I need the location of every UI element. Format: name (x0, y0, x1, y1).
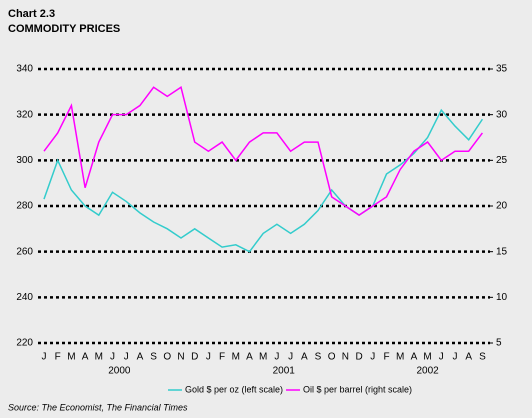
x-tick-label: F (383, 352, 389, 363)
x-tick-label: A (137, 352, 144, 363)
x-tick-label: S (315, 352, 322, 363)
y-tick-label: 220 (16, 338, 33, 349)
x-tick-label: J (124, 352, 129, 363)
x-tick-label: A (411, 352, 418, 363)
x-tick-label: A (246, 352, 253, 363)
x-tick-label: F (55, 352, 61, 363)
source: Source: The Economist, The Financial Tim… (8, 402, 188, 412)
x-tick-label: M (396, 352, 404, 363)
x-tick-label: D (191, 352, 198, 363)
chart-subtitle: COMMODITY PRICES (8, 23, 120, 35)
x-tick-label: N (342, 352, 349, 363)
legend-label: Gold $ per oz (left scale) (185, 384, 283, 394)
x-tick-label: J (42, 352, 47, 363)
year-label: 2000 (108, 366, 131, 377)
x-tick-label: J (439, 352, 444, 363)
y2-tick-label: 5 (496, 338, 502, 349)
y-tick-label: 240 (16, 292, 33, 303)
series-line (43, 108, 484, 253)
y-tick-label: 260 (16, 246, 33, 257)
x-tick-label: J (274, 352, 279, 363)
x-tick-label: J (370, 352, 375, 363)
x-tick-label: A (82, 352, 89, 363)
series-line (43, 86, 484, 217)
year-label: 2002 (416, 366, 439, 377)
x-tick-label: O (163, 352, 171, 363)
x-tick-label: M (232, 352, 240, 363)
x-tick-label: F (219, 352, 225, 363)
y2-tick-label: 25 (496, 155, 508, 166)
x-tick-label: N (177, 352, 184, 363)
y-tick-label: 320 (16, 109, 33, 120)
year-label: 2001 (273, 366, 296, 377)
x-tick-label: S (479, 352, 486, 363)
y2-tick-label: 10 (496, 292, 508, 303)
x-tick-label: A (465, 352, 472, 363)
x-tick-label: J (110, 352, 115, 363)
y2-tick-label: 30 (496, 109, 508, 120)
x-tick-label: J (288, 352, 293, 363)
y-tick-label: 280 (16, 201, 33, 212)
x-tick-label: O (328, 352, 336, 363)
x-tick-label: A (301, 352, 308, 363)
x-tick-label: J (453, 352, 458, 363)
x-tick-label: M (67, 352, 75, 363)
x-tick-label: J (206, 352, 211, 363)
x-tick-label: M (423, 352, 431, 363)
y2-tick-label: 15 (496, 246, 508, 257)
y-tick-label: 340 (16, 64, 33, 75)
y2-tick-label: 35 (496, 64, 508, 75)
y-tick-label: 300 (16, 155, 33, 166)
x-tick-label: M (259, 352, 267, 363)
legend-label: Oil $ per barrel (right scale) (303, 384, 412, 394)
x-tick-label: D (355, 352, 362, 363)
x-tick-label: M (95, 352, 103, 363)
x-tick-label: S (150, 352, 157, 363)
y2-tick-label: 20 (496, 201, 508, 212)
chart-title: Chart 2.3 (8, 8, 55, 20)
